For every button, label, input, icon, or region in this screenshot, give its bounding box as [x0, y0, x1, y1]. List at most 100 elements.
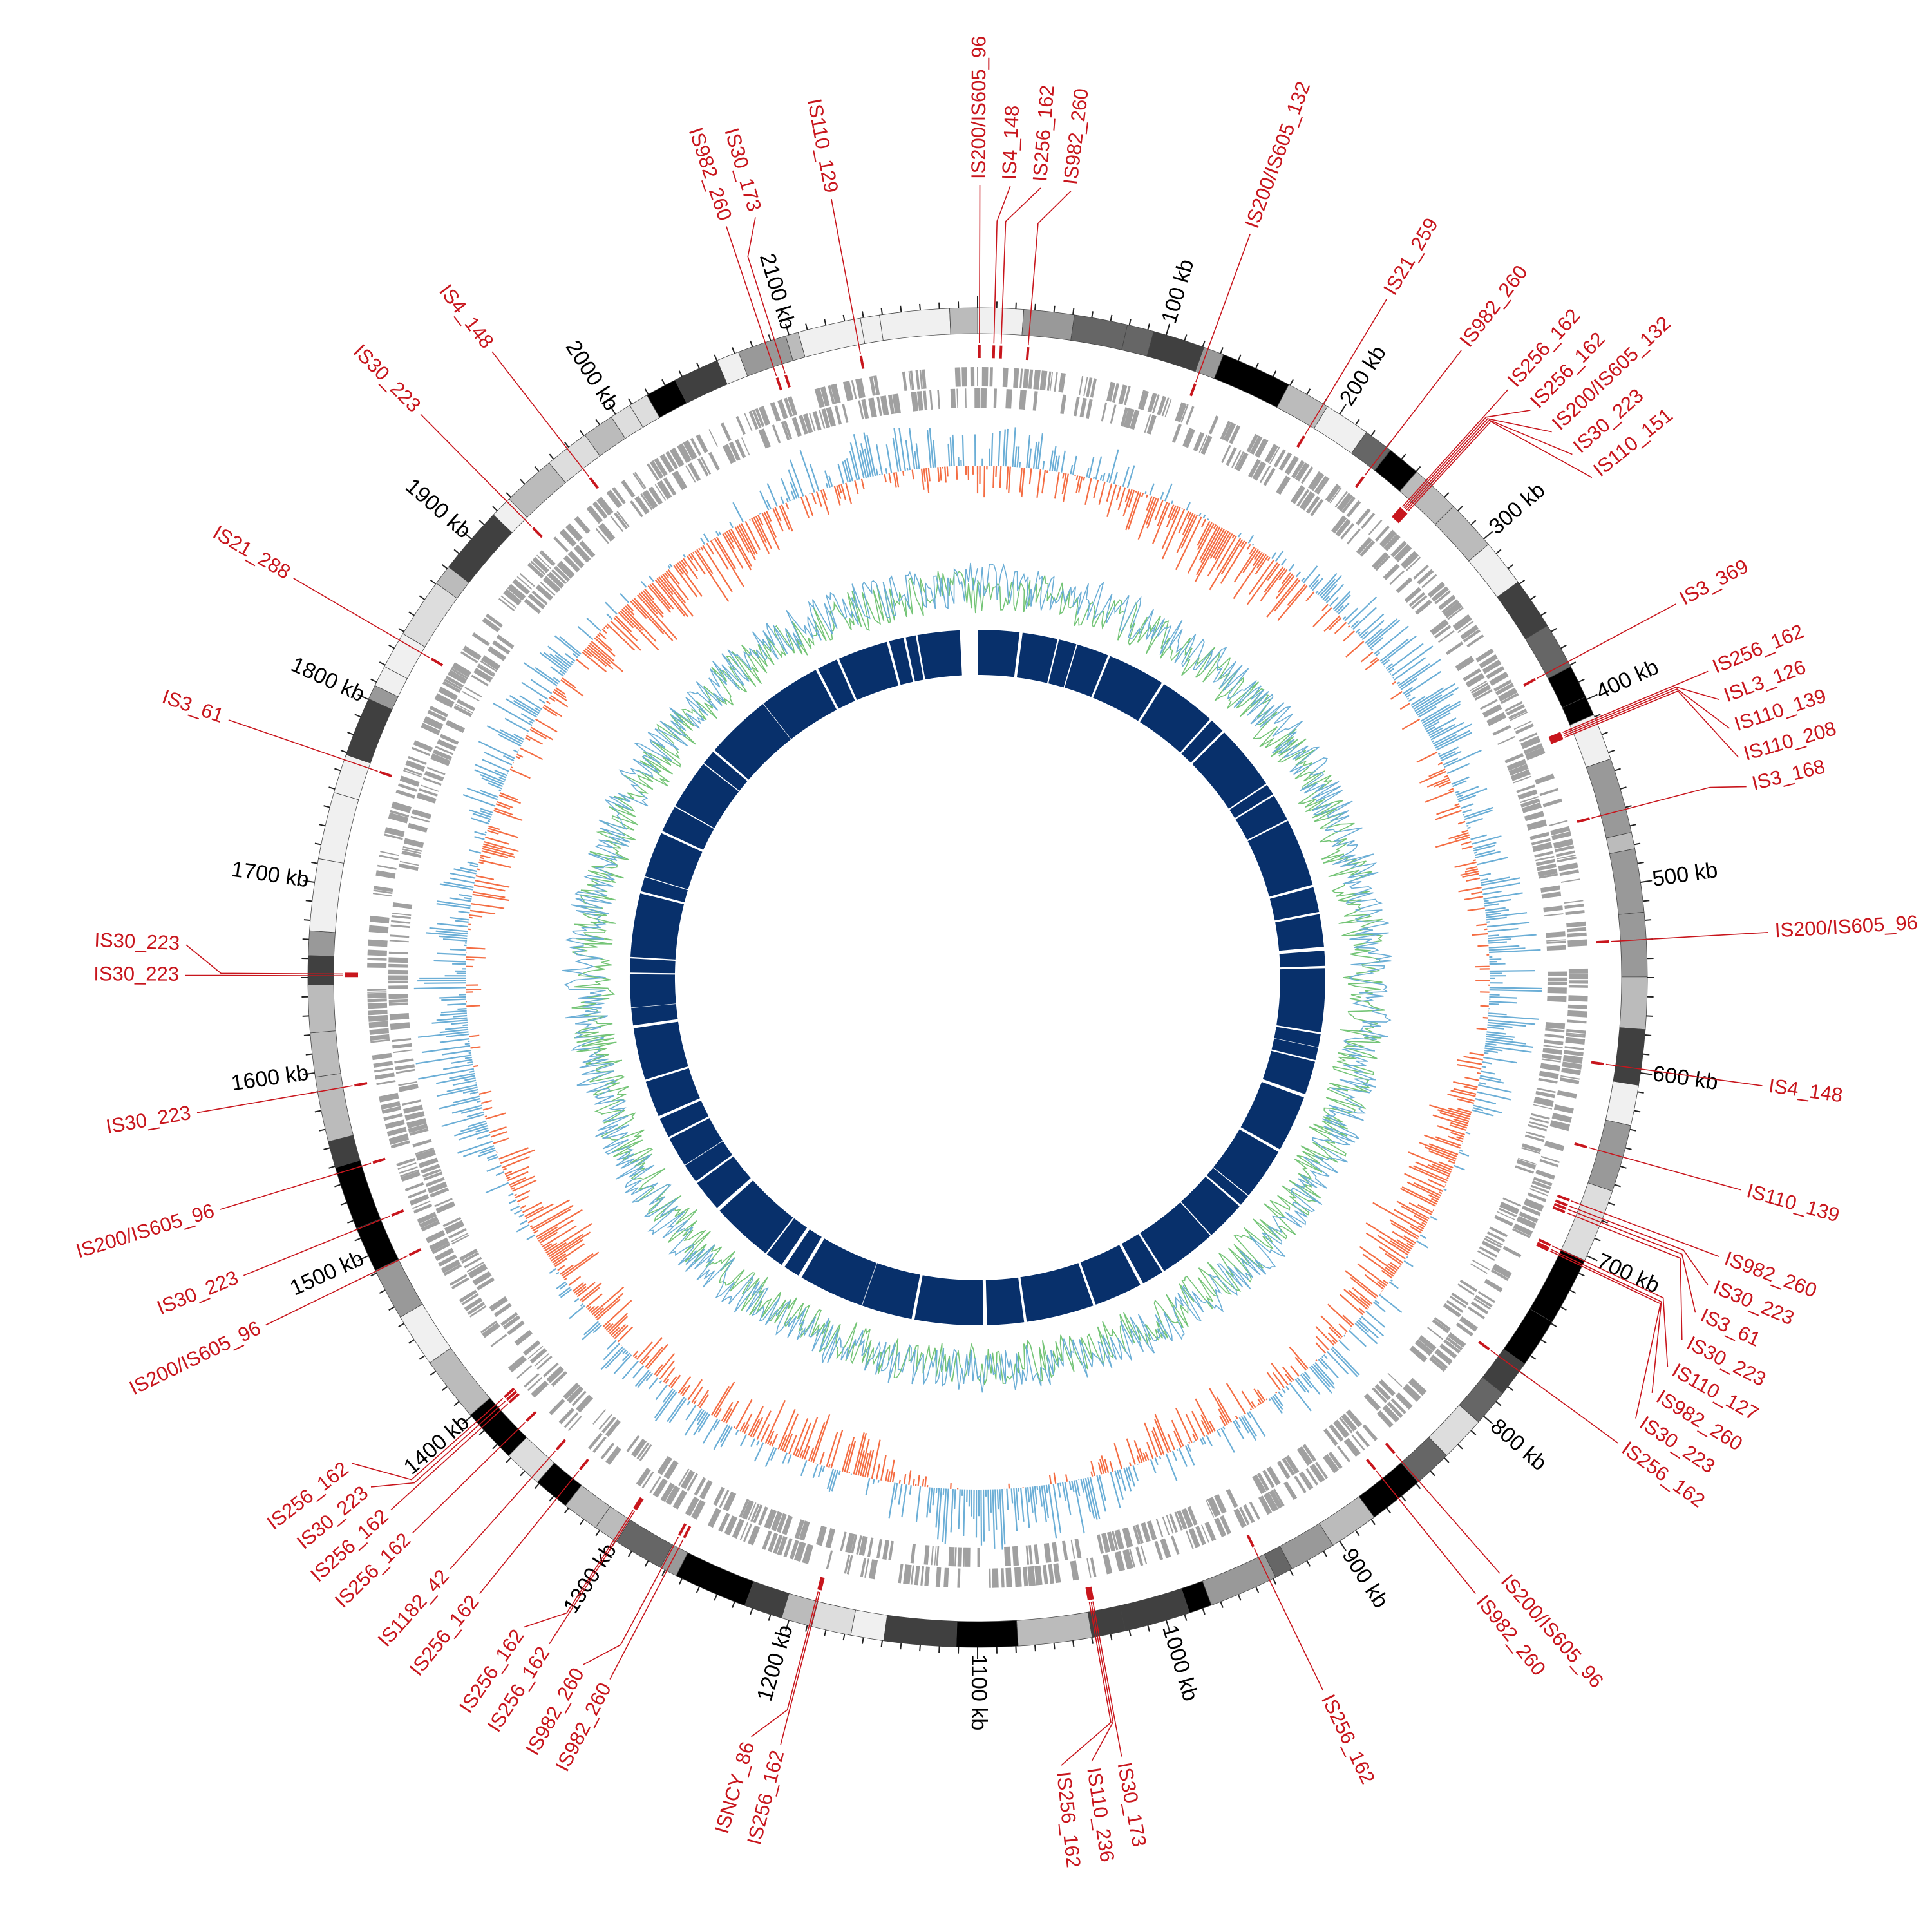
scale-tick-label: 300 kb [1484, 478, 1550, 540]
gc-skew-bar [1294, 1378, 1307, 1393]
cds-feature [384, 827, 405, 837]
is-leader-line [265, 1255, 408, 1326]
cds-feature [888, 394, 895, 415]
gc-skew-bar [1359, 1296, 1371, 1307]
cds-feature [708, 429, 718, 447]
gc-skew-bar [939, 467, 942, 481]
gc-skew-bar [1356, 1321, 1370, 1333]
gc-skew-bar [1487, 1027, 1504, 1030]
gc-skew-bar [507, 772, 509, 775]
cds-feature [858, 1535, 868, 1556]
cds-feature [427, 1181, 448, 1194]
gc-skew-bar [946, 466, 949, 477]
cds-feature [1543, 1045, 1563, 1048]
gc-skew-bar [531, 1204, 574, 1230]
scale-tick-label: 1800 kb [287, 652, 368, 707]
cds-feature [1005, 1567, 1012, 1587]
gc-skew-bar [793, 1418, 809, 1456]
cds-feature [438, 687, 458, 701]
cds-feature [392, 1037, 412, 1043]
gc-skew-bar [1242, 549, 1259, 573]
gc-skew-bar [790, 481, 798, 499]
cds-feature [451, 1235, 469, 1245]
cds-feature [1521, 1147, 1540, 1155]
is-leader-line [491, 351, 589, 477]
gc-skew-bar [656, 1352, 676, 1377]
cds-feature [451, 1277, 469, 1289]
scale-tick [305, 900, 312, 902]
is-leader-line [1027, 191, 1072, 346]
cds-feature [757, 1506, 768, 1526]
cds-feature [600, 1443, 615, 1460]
cds-feature [1214, 1517, 1227, 1537]
gc-skew-bar [730, 528, 752, 567]
gc-skew-bar [1423, 703, 1461, 726]
gc-skew-bar [1202, 1437, 1207, 1445]
gc-skew-bar [626, 603, 634, 612]
cds-feature [1530, 1113, 1550, 1120]
cds-feature [1494, 1215, 1513, 1227]
gc-skew-bar [1309, 1367, 1332, 1394]
gc-skew-bar [1240, 1416, 1257, 1441]
gc-skew-bar [1447, 1094, 1475, 1102]
gc-skew-bar [451, 1104, 482, 1114]
gc-skew-bar [625, 1351, 629, 1355]
gc-skew-bar [1453, 1081, 1478, 1088]
scale-tick [314, 842, 321, 846]
scale-tick [408, 1339, 415, 1344]
gc-skew-bar [1443, 757, 1459, 766]
cds-feature [771, 1511, 782, 1531]
cds-feature [527, 1376, 543, 1391]
gc-skew-bar [1001, 1489, 1006, 1545]
gc-skew-bar [1248, 559, 1274, 595]
is-leader-line [1061, 1602, 1112, 1766]
gc-skew-bar [1315, 1342, 1327, 1354]
ideogram-segment [308, 930, 336, 957]
cds-feature [783, 420, 793, 440]
is-element-mark [1549, 734, 1562, 741]
scale-tick-label: 1600 kb [229, 1061, 310, 1096]
cds-feature [376, 1080, 396, 1086]
scale-tick [357, 1255, 369, 1262]
is-element-label: IS30_223 [104, 1101, 193, 1138]
gc-skew-bar [1390, 1279, 1393, 1282]
cds-feature [1363, 1393, 1381, 1411]
is-leader-line [1376, 1470, 1476, 1595]
gc-skew-bar [634, 1369, 650, 1387]
gc-skew-bar [859, 450, 867, 478]
gc-skew-bar [837, 463, 844, 484]
cds-feature [466, 1261, 484, 1273]
is-leader-line [1403, 410, 1531, 509]
gc-skew-bar [1418, 1141, 1458, 1158]
cds-feature [390, 1140, 410, 1149]
cds-feature [1510, 769, 1531, 781]
is-leader-line [831, 198, 861, 355]
ideogram-segment [345, 698, 393, 764]
cds-feature [1413, 564, 1429, 580]
cds-feature [1541, 891, 1562, 899]
gc-skew-bar [436, 1017, 468, 1021]
cds-feature [400, 1169, 419, 1177]
cds-feature [1200, 435, 1213, 455]
cds-feature [1273, 1488, 1285, 1507]
gc-skew-bar [1406, 697, 1410, 700]
gc-skew-bar [509, 694, 540, 714]
cds-feature [842, 403, 849, 423]
gc-skew-bar [460, 1122, 488, 1132]
cds-feature [425, 1230, 446, 1244]
gc-skew-bar [464, 1077, 476, 1081]
gc-skew-bar [1275, 574, 1295, 600]
blast-hit-block [1181, 1177, 1240, 1235]
cds-feature [390, 810, 410, 818]
gc-skew-bar [1389, 1219, 1419, 1238]
cds-feature [1502, 1197, 1522, 1207]
scale-tick [1401, 453, 1406, 460]
gc-skew-bar [1028, 448, 1032, 469]
cds-feature [1285, 1455, 1300, 1474]
cds-feature [1154, 1540, 1164, 1560]
scale-tick-label: 1700 kb [230, 857, 310, 893]
cds-feature [1522, 802, 1542, 813]
gc-skew-bar [437, 900, 471, 907]
scale-tick [340, 750, 347, 753]
gc-skew-bar [1324, 596, 1330, 602]
